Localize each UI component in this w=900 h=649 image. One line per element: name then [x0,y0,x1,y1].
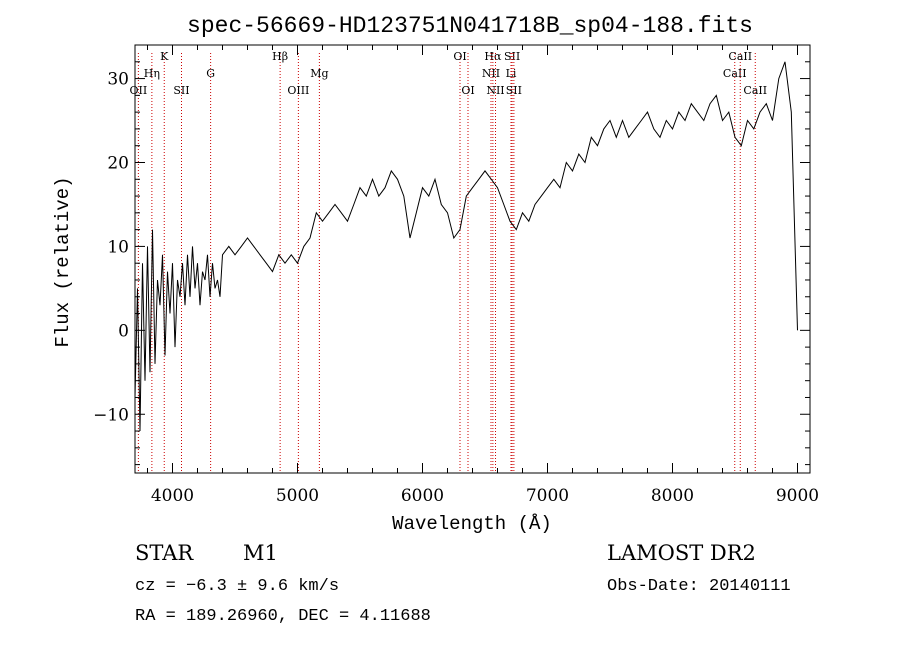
plot-frame [134,44,811,474]
line-marker-label: NII [482,67,500,80]
object-subclass: M1 [243,541,278,565]
coordinates: RA = 189.26960, DEC = 4.11688 [135,607,431,626]
y-tick-label: 20 [107,153,129,173]
line-marker-label: OI [453,50,466,63]
x-tick-label: 9000 [776,486,819,506]
line-marker-label: OI [461,84,474,97]
line-marker-label: K [160,50,169,63]
line-marker-label: SII [173,84,189,97]
line-marker-label: Li [506,67,517,80]
x-tick-label: 5000 [276,486,319,506]
survey-name: LAMOST DR2 [607,541,756,565]
object-class: STAR [135,541,194,565]
line-marker-label: CaII [723,67,747,80]
y-tick-label: 30 [107,70,129,90]
y-axis-label: Flux (relative) [52,176,74,347]
line-marker-label: SII [506,84,522,97]
y-tick-label: 0 [118,321,129,341]
x-axis-label: Wavelength (Å) [392,513,552,535]
y-tick-label: 10 [107,237,129,257]
x-tick-label: 8000 [651,486,694,506]
observation-date: Obs-Date: 20140111 [607,577,791,596]
line-marker-label: CaII [743,84,767,97]
line-marker-label: Mg [310,67,328,80]
y-tick-labels: −10 0 10 20 30 [93,70,129,426]
x-tick-label: 7000 [526,486,569,506]
line-marker-label: CaII [728,50,752,63]
line-marker-label: SII [504,50,520,63]
line-marker-label: G [206,67,215,80]
y-tick-label: −10 [93,405,129,425]
line-marker-label: Hα [484,50,502,63]
x-tick-label: 6000 [401,486,444,506]
axis-ticks [135,44,810,473]
spectrum-series-line [134,61,798,432]
emission-line-markers: OIIHηKSIIGHβOIIIMgOIOIHαNIINIISIILiSIICa… [130,50,767,473]
x-tick-label: 4000 [151,486,194,506]
line-marker-label: Hβ [272,50,288,63]
x-tick-labels: 4000 5000 6000 7000 8000 9000 [151,486,819,506]
chart-title: spec-56669-HD123751N041718B_sp04-188.fit… [187,13,753,39]
redshift-cz: cz = −6.3 ± 9.6 km/s [135,577,339,596]
line-marker-label: NII [486,84,504,97]
line-marker-label: OIII [287,84,309,97]
line-marker-label: OII [130,84,148,97]
line-marker-label: Hη [144,67,160,80]
